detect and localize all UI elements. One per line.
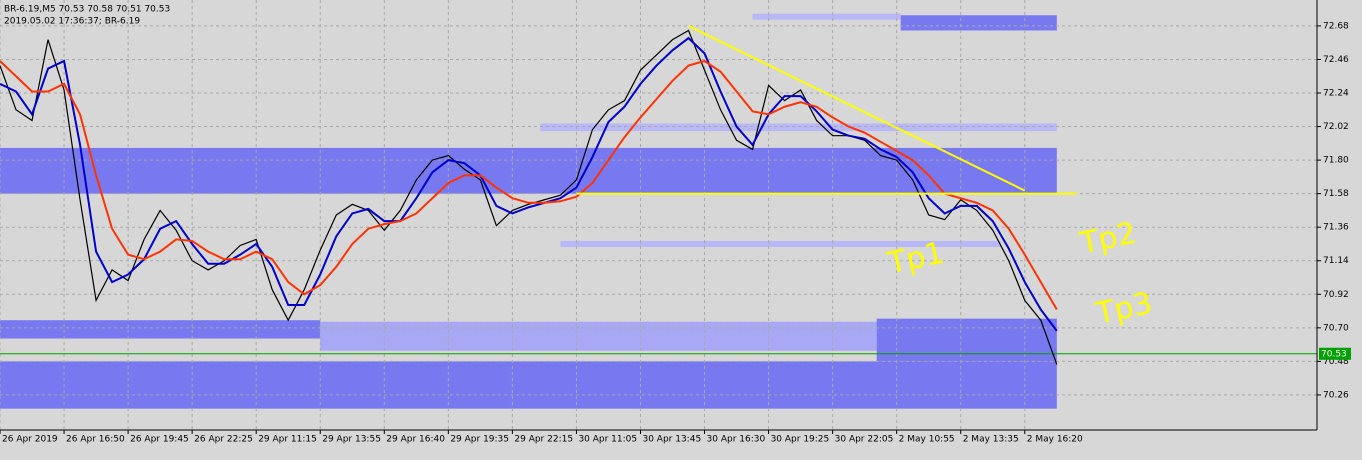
x-tick-label: 29 Apr 11:15 [258,435,317,445]
x-tick-label: 29 Apr 13:55 [322,435,381,445]
zone [540,123,1057,132]
x-tick-label: 26 Apr 22:25 [194,435,253,445]
zone [0,361,1057,409]
x-tick-label: 26 Apr 19:45 [130,435,189,445]
trend-line [688,25,1026,192]
y-tick-label: 70.70 [1323,323,1349,333]
x-tick-label: 30 Apr 16:30 [707,435,766,445]
plot-area [0,0,1317,430]
last-price-label: 70.53 [1321,349,1347,359]
y-tick-label: 71.36 [1323,223,1349,233]
series-line [0,29,1058,365]
y-tick-label: 70.48 [1323,357,1349,367]
y-tick-label: 70.92 [1323,290,1349,300]
y-tick-label: 71.58 [1323,189,1349,199]
x-tick-label: 26 Apr 16:50 [66,435,125,445]
x-tick-label: 29 Apr 22:15 [514,435,573,445]
zone [320,321,877,351]
y-tick-label: 72.02 [1323,122,1349,132]
y-tick-label: 70.26 [1323,390,1349,400]
y-tick-label: 72.68 [1323,21,1349,31]
x-tick-label: 2 May 16:20 [1027,435,1083,445]
zone [0,147,1057,194]
series-line [0,36,1058,332]
zone [560,240,1001,248]
last-price-box [1319,347,1351,360]
x-tick-label: 30 Apr 11:05 [578,435,637,445]
x-tick-label: 29 Apr 16:40 [386,435,445,445]
x-tick-label: 26 Apr 2019 [2,435,58,445]
chart-subtitle: 2019.05.02 17:36:37; BR-6.19 [4,17,140,27]
zone [900,15,1057,31]
x-tick-label: 2 May 10:55 [899,435,955,445]
x-tick-label: 2 May 13:35 [963,435,1019,445]
x-tick-label: 29 Apr 19:35 [450,435,509,445]
x-tick-label: 30 Apr 19:25 [771,435,830,445]
x-tick-label: 30 Apr 13:45 [642,435,701,445]
y-tick-label: 72.24 [1323,89,1349,99]
y-tick-label: 71.80 [1323,156,1349,166]
zone [876,318,1057,362]
x-tick-label: 30 Apr 22:05 [835,435,894,445]
zone [752,13,901,20]
y-tick-label: 72.46 [1323,55,1349,65]
chart-title: BR-6.19,M5 70.53 70.58 70.51 70.53 [4,5,170,15]
zone [0,320,321,339]
y-tick-label: 71.14 [1323,256,1349,266]
series-line [0,59,1058,311]
